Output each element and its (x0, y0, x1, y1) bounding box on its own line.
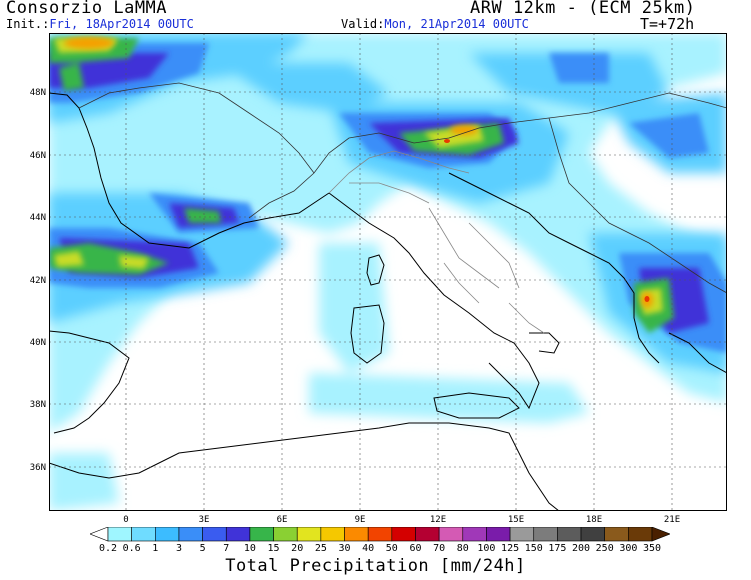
lon-label: 6E (277, 515, 288, 525)
lat-label: 48N (30, 88, 46, 98)
lat-label: 46N (30, 151, 46, 161)
colorbar-swatch (344, 527, 369, 542)
colorbar (90, 527, 670, 542)
lon-label: 3E (199, 515, 210, 525)
colorbar-tick-label: 0.2 (98, 543, 118, 554)
lat-label: 36N (30, 463, 46, 473)
colorbar-tick-label: 40 (362, 543, 375, 554)
colorbar-labels: 0.2 0.6 1 3 5 7 10 15 20 25 30 40 50 60 70 80 100 125 150 1… (0, 543, 751, 557)
colorbar-tick-label: 350 (642, 543, 662, 554)
colorbar-tick-label: 10 (243, 543, 256, 554)
valid-time: Valid:Mon, 21Apr2014 00UTC (341, 17, 529, 31)
colorbar-title: Total Precipitation [mm/24h] (225, 556, 526, 576)
valid-value: Mon, 21Apr2014 00UTC (384, 17, 529, 31)
lon-label: 12E (430, 515, 446, 525)
colorbar-swatch (604, 527, 629, 542)
lon-label: 9E (355, 515, 366, 525)
colorbar-swatch (273, 527, 298, 542)
colorbar-swatch (90, 527, 109, 542)
organization-title: Consorzio LaMMA (6, 0, 168, 18)
colorbar-swatch (628, 527, 653, 542)
colorbar-tick-label: 60 (409, 543, 422, 554)
colorbar-tick-label: 150 (524, 543, 543, 554)
longitude-axis: 0 3E 6E 9E 12E 15E 18E 21E (123, 515, 680, 525)
valid-label: Valid: (341, 17, 385, 31)
colorbar-tick-label: 125 (501, 543, 520, 554)
colorbar-tick-label: 50 (385, 543, 398, 554)
graticule (49, 33, 727, 511)
colorbar-swatch (580, 527, 605, 542)
colorbar-swatch (296, 527, 322, 542)
colorbar-swatch (462, 527, 487, 542)
coastlines (49, 92, 727, 511)
colorbar-swatch (533, 527, 558, 542)
lon-label: 0 (123, 515, 128, 525)
colorbar-swatch (320, 527, 345, 542)
lon-label: 18E (586, 515, 602, 525)
lat-label: 38N (30, 400, 46, 410)
colorbar-tick-label: 100 (477, 543, 496, 554)
latitude-axis: 48N 46N 44N 42N 40N 38N 36N (30, 88, 46, 473)
init-label: Init.: (6, 17, 50, 31)
lat-label: 44N (30, 213, 46, 223)
colorbar-swatch (415, 527, 440, 542)
colorbar-swatch (202, 527, 227, 542)
colorbar-tick-label: 5 (199, 543, 206, 554)
colorbar-swatch (486, 527, 511, 542)
colorbar-tick-label: 175 (548, 543, 567, 554)
lon-label: 21E (664, 515, 680, 525)
forecast-step: T=+72h (640, 15, 695, 33)
precipitation-field (49, 33, 727, 511)
colorbar-swatch (131, 527, 156, 542)
init-time: Init.:Fri, 18Apr2014 00UTC (6, 17, 194, 31)
colorbar-tick-label: 70 (433, 543, 446, 554)
colorbar-swatch (107, 527, 132, 542)
colorbar-swatch (557, 527, 582, 542)
colorbar-tick-label: 20 (291, 543, 304, 554)
colorbar-swatch (509, 527, 535, 542)
region-borders (328, 150, 545, 334)
colorbar-tick-label: 7 (223, 543, 230, 554)
colorbar-tick-label: 0.6 (122, 543, 141, 554)
country-borders (78, 82, 727, 294)
model-title: ARW 12km - (ECM 25km) (470, 0, 696, 18)
map-frame (49, 33, 727, 511)
colorbar-swatch (651, 527, 670, 542)
colorbar-swatch (391, 527, 416, 542)
colorbar-swatch (225, 527, 251, 542)
lon-label: 15E (508, 515, 524, 525)
colorbar-swatch (249, 527, 274, 542)
lat-label: 42N (30, 276, 46, 286)
colorbar-tick-label: 15 (267, 543, 280, 554)
colorbar-tick-label: 200 (572, 543, 591, 554)
colorbar-tick-label: 1 (152, 543, 159, 554)
colorbar-swatch (178, 527, 203, 542)
colorbar-tick-label: 3 (175, 543, 182, 554)
colorbar-tick-label: 250 (595, 543, 614, 554)
colorbar-tick-label: 30 (338, 543, 351, 554)
init-value: Fri, 18Apr2014 00UTC (49, 17, 194, 31)
colorbar-tick-label: 80 (456, 543, 469, 554)
lat-label: 40N (30, 338, 46, 348)
colorbar-tick-label: 25 (314, 543, 327, 554)
colorbar-tick-label: 300 (619, 543, 638, 554)
colorbar-swatch (438, 527, 464, 542)
colorbar-swatch (367, 527, 393, 542)
precipitation-map (49, 33, 727, 511)
colorbar-swatch (155, 527, 180, 542)
